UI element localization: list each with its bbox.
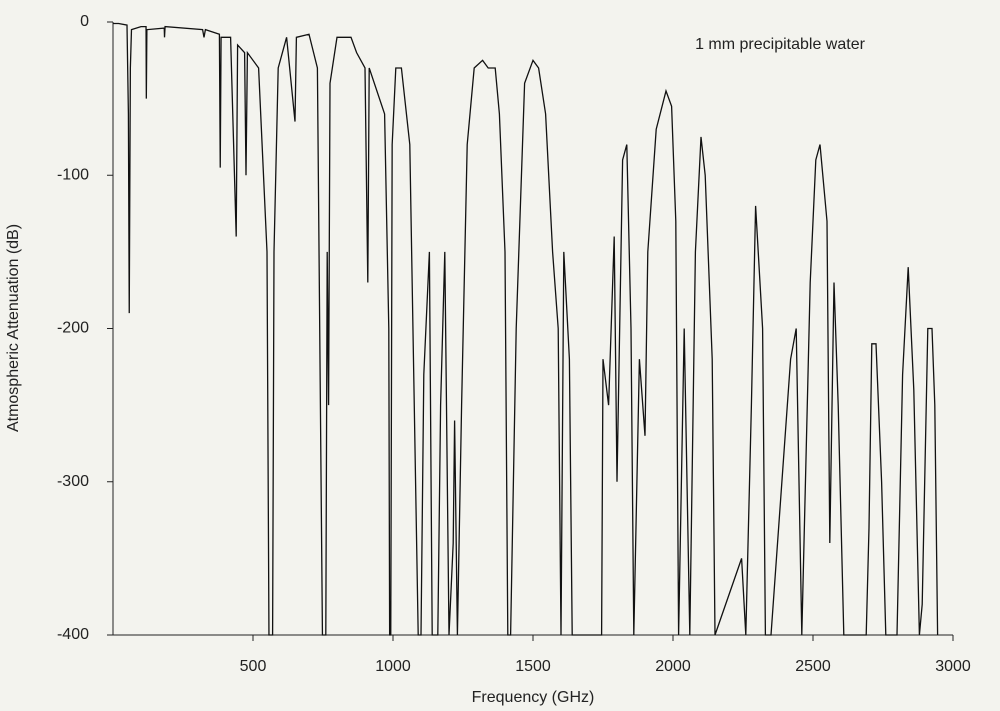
line: [113, 22, 939, 636]
x-tick-label: 2000: [655, 658, 691, 675]
x-tick-label: 500: [240, 658, 267, 675]
y-tick-label: -400: [57, 626, 89, 643]
y-tick-label: -100: [57, 166, 89, 183]
y-tick-label: -300: [57, 473, 89, 490]
y-tick-label: -200: [57, 320, 89, 337]
x-tick-label: 1000: [375, 658, 411, 675]
x-tick-label: 1500: [515, 658, 551, 675]
y-axis-label: Atmospheric Attenuation (dB): [5, 224, 22, 432]
x-axis-label: Frequency (GHz): [472, 689, 595, 706]
y-tick-label: 0: [80, 13, 89, 30]
annotation: 1 mm precipitable water: [695, 36, 866, 53]
x-tick-label: 3000: [935, 658, 971, 675]
x-tick-label: 2500: [795, 658, 831, 675]
